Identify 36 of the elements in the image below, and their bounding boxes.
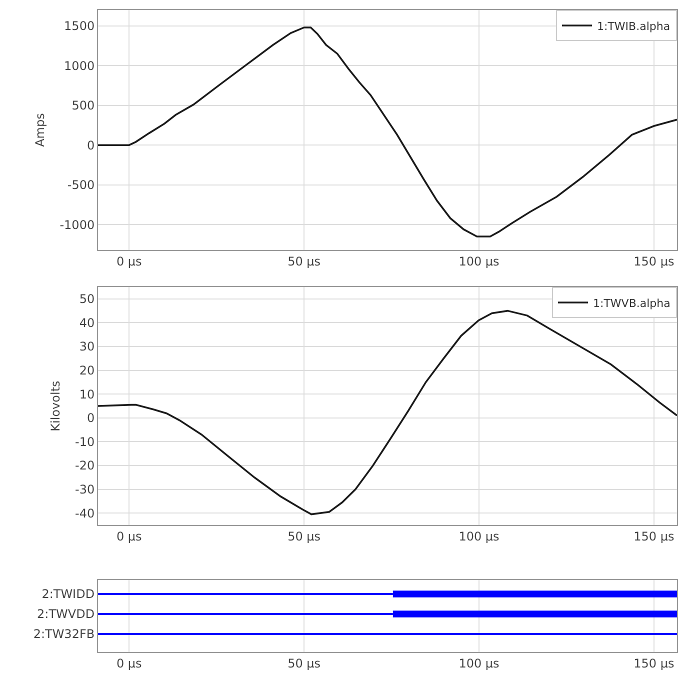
y-tick-label: 0 (86, 138, 95, 152)
y-tick-label: 10 (79, 387, 95, 402)
y-tick-label: 0 (86, 411, 95, 426)
y-tick-label: 50 (79, 292, 95, 306)
y-tick-label: -40 (74, 506, 95, 520)
y-tick-label: 40 (79, 316, 95, 330)
y-tick-label: 20 (79, 364, 95, 378)
y-tick-label: -20 (74, 458, 95, 473)
x-tick-label: 100 µs (458, 656, 500, 670)
legend-label: 1:TWVB.alpha (593, 296, 670, 310)
x-tick-label: 150 µs (634, 254, 674, 268)
y-tick-label: 2:TWVDD (37, 607, 95, 622)
x-tick-label: 100 µs (458, 254, 500, 268)
line-series (98, 310, 677, 516)
x-tick-label: 150 µs (634, 529, 674, 544)
x-tick-label: 100 µs (458, 529, 500, 544)
x-tick-label: 0 µs (116, 254, 142, 268)
y-tick-label: -500 (67, 178, 95, 192)
y-tick-label: -1000 (60, 218, 95, 232)
x-tick-label: 0 µs (116, 656, 142, 670)
y-tick-label: 1000 (64, 58, 95, 73)
y-axis-title: Amps (33, 113, 48, 147)
x-tick-label: 0 µs (116, 529, 142, 544)
x-tick-label: 50 µs (288, 254, 321, 268)
y-axis-title: Kilovolts (48, 380, 62, 432)
y-tick-label: -10 (74, 434, 95, 449)
x-tick-label: 150 µs (634, 656, 674, 670)
y-tick-label: -30 (74, 482, 95, 496)
x-tick-label: 50 µs (288, 529, 321, 544)
y-tick-label: 1500 (64, 19, 95, 34)
legend-label: 1:TWIB.alpha (597, 20, 670, 33)
y-tick-label: 500 (72, 98, 95, 113)
y-tick-label: 2:TWIDD (42, 587, 95, 602)
x-tick-label: 50 µs (288, 656, 321, 670)
y-tick-label: 2:TW32FB (33, 627, 95, 642)
y-tick-label: 30 (79, 340, 95, 354)
